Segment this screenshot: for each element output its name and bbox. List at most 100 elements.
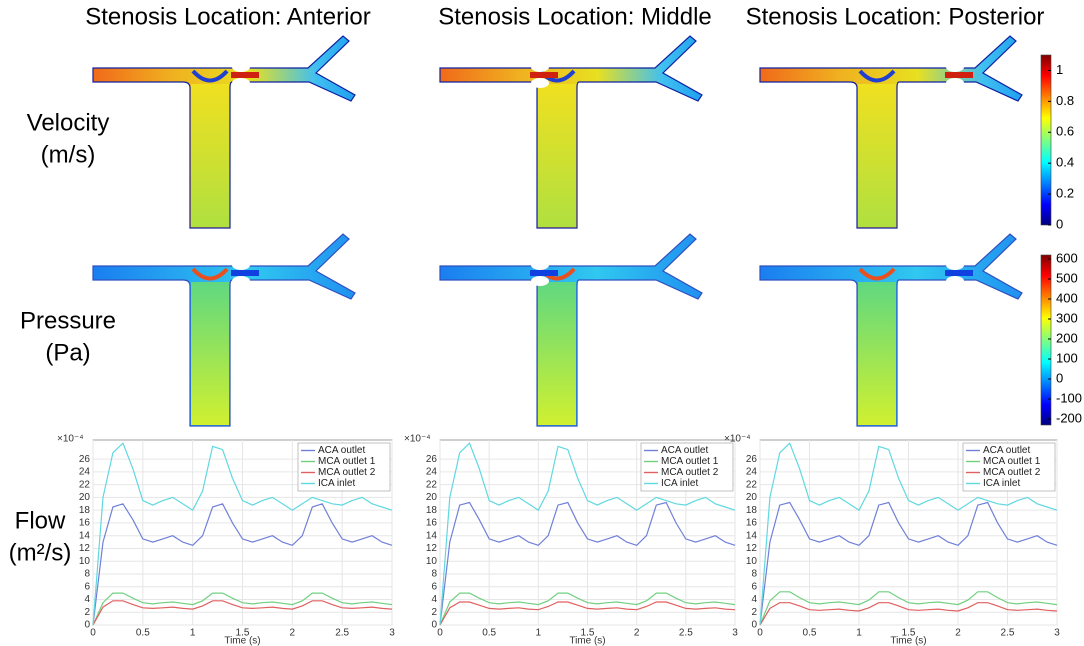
series-line	[92, 600, 393, 626]
y-tick-label: 14	[746, 530, 758, 541]
y-tick-label: 0	[431, 620, 437, 631]
y-tick-label: 6	[751, 581, 757, 592]
vessel-image	[92, 35, 356, 229]
y-tick-label: 4	[431, 594, 437, 605]
x-tick-label: 0	[90, 628, 96, 639]
row-unit: (Pa)	[45, 339, 90, 366]
colorbar-label: 0.4	[1056, 155, 1074, 170]
stenosis-jet	[231, 270, 259, 276]
x-tick-label: 1	[856, 628, 862, 639]
colorbar	[1040, 254, 1052, 426]
series-line	[439, 592, 736, 626]
colorbar-label: 300	[1056, 310, 1078, 325]
y-tick-label: 0	[751, 620, 757, 631]
y-tick-label: 12	[79, 543, 91, 554]
series-line	[759, 602, 1058, 626]
stenosis-jet	[945, 270, 973, 276]
y-multiplier: ×10⁻⁴	[57, 434, 84, 445]
row-label: Flow	[15, 507, 66, 534]
stenosis	[946, 260, 964, 270]
x-tick-label: 1	[536, 628, 542, 639]
y-tick-label: 6	[431, 581, 437, 592]
y-tick-label: 2	[751, 607, 757, 618]
series-line	[439, 442, 736, 626]
legend-label: ACA outlet	[661, 445, 708, 456]
colorbar-label: 500	[1056, 270, 1078, 285]
x-axis-label: Time (s)	[890, 636, 926, 646]
vessel-stem	[191, 282, 229, 425]
vessel-junction	[191, 69, 229, 83]
y-tick-label: 20	[746, 492, 758, 503]
y-tick-label: 2	[431, 607, 437, 618]
x-tick-label: 2	[634, 628, 640, 639]
x-tick-label: 1	[190, 628, 196, 639]
vessel-stem	[858, 84, 896, 227]
y-tick-label: 2	[84, 607, 90, 618]
series-line	[439, 501, 736, 626]
y-tick-label: 22	[79, 479, 91, 490]
legend-label: ACA outlet	[318, 445, 365, 456]
legend-label: ICA inlet	[661, 478, 698, 489]
legend-label: MCA outlet 2	[318, 467, 376, 478]
vessel-stem	[538, 84, 576, 227]
legend-label: MCA outlet 1	[318, 456, 376, 467]
row-label: Pressure	[20, 307, 116, 334]
y-multiplier: ×10⁻⁴	[724, 434, 751, 445]
legend-label: MCA outlet 2	[983, 467, 1041, 478]
y-tick-label: 0	[84, 620, 90, 631]
y-tick-label: 8	[84, 569, 90, 580]
colorbar	[1040, 54, 1052, 226]
y-tick-label: 18	[746, 505, 758, 516]
stenosis	[232, 78, 250, 88]
y-tick-label: 26	[79, 454, 91, 465]
stenosis	[531, 78, 549, 88]
colorbar-label: 0	[1056, 370, 1063, 385]
colorbar-label: 0.6	[1056, 124, 1074, 139]
x-axis-label: Time (s)	[569, 636, 605, 646]
y-tick-label: 20	[426, 492, 438, 503]
y-tick-label: 20	[79, 492, 91, 503]
stenosis-jet	[530, 72, 558, 78]
series-line	[92, 503, 393, 626]
vessel-stem	[191, 84, 229, 227]
y-tick-label: 14	[79, 530, 91, 541]
stenosis	[946, 276, 964, 286]
stenosis-jet	[945, 72, 973, 78]
vessel-image	[759, 233, 1023, 427]
x-tick-label: 1.5	[236, 628, 250, 639]
stenosis	[946, 78, 964, 88]
y-tick-label: 22	[746, 479, 758, 490]
y-tick-label: 14	[426, 530, 438, 541]
colorbar-label: 400	[1056, 290, 1078, 305]
y-tick-label: 18	[426, 505, 438, 516]
vessel-image	[439, 233, 703, 427]
x-tick-label: 0.5	[136, 628, 150, 639]
vessel-junction	[858, 69, 896, 83]
y-tick-label: 26	[426, 454, 438, 465]
row-label: Velocity	[27, 109, 110, 136]
stenosis	[232, 276, 250, 286]
column-title: Stenosis Location: Middle	[438, 3, 712, 30]
y-tick-label: 10	[79, 556, 91, 567]
stenosis-jet	[530, 270, 558, 276]
row-unit: (m²/s)	[9, 539, 72, 566]
colorbar-label: -200	[1056, 410, 1082, 425]
x-tick-label: 2.5	[335, 628, 349, 639]
content: Stenosis Location: Anterior Stenosis Loca…	[9, 3, 1082, 646]
series-line	[92, 442, 393, 626]
column-title: Stenosis Location: Anterior	[85, 3, 371, 30]
legend-label: ICA inlet	[318, 478, 355, 489]
legend-label: MCA outlet 2	[661, 467, 719, 478]
colorbar-label: 600	[1056, 250, 1078, 265]
x-tick-label: 2	[290, 628, 296, 639]
stenosis	[531, 62, 549, 72]
y-tick-label: 16	[746, 518, 758, 529]
y-tick-label: 8	[751, 569, 757, 580]
stenosis	[232, 260, 250, 270]
x-tick-label: 0.5	[482, 628, 496, 639]
y-tick-label: 16	[426, 518, 438, 529]
y-tick-label: 22	[426, 479, 438, 490]
series-line	[759, 442, 1058, 626]
legend-label: MCA outlet 1	[983, 456, 1041, 467]
y-tick-label: 10	[426, 556, 438, 567]
